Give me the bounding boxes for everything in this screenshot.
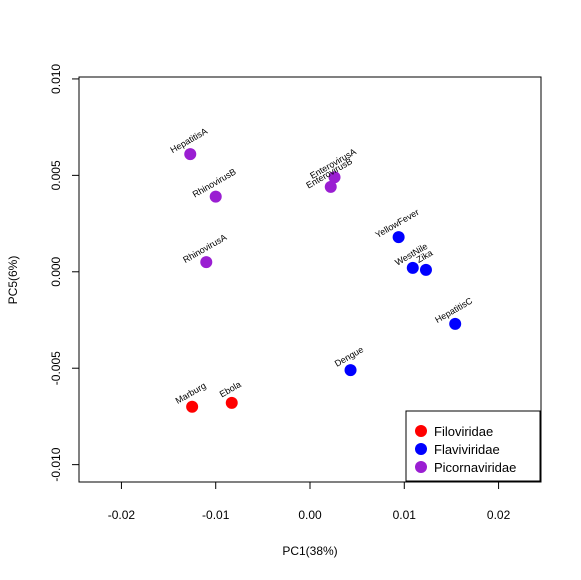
point-rhinovirusa bbox=[200, 256, 213, 269]
legend: Filoviridae Flaviviridae Picornaviridae bbox=[405, 410, 541, 482]
x-tick-label: -0.01 bbox=[202, 508, 230, 522]
point-westnile bbox=[406, 261, 419, 274]
point-zika bbox=[419, 263, 432, 276]
legend-label: Flaviviridae bbox=[434, 442, 500, 457]
x-tick-label: 0.00 bbox=[298, 508, 322, 522]
y-tick-label: 0.010 bbox=[49, 64, 63, 94]
x-tick-label: 0.02 bbox=[487, 508, 511, 522]
point-rhinovirusb bbox=[209, 190, 222, 203]
point-marburg bbox=[186, 400, 199, 413]
legend-label: Filoviridae bbox=[434, 424, 493, 439]
point-hepatitisc bbox=[449, 317, 462, 330]
point-enterovirusb bbox=[324, 180, 337, 193]
point-label: Ebola bbox=[218, 379, 243, 399]
point-enterovirusa bbox=[328, 171, 341, 184]
y-tick-label: 0.000 bbox=[49, 256, 63, 286]
point-yellowfever bbox=[392, 231, 405, 244]
y-axis-label: PC5(6%) bbox=[6, 256, 20, 305]
legend-label: Picornaviridae bbox=[434, 460, 516, 475]
x-tick-label: -0.02 bbox=[108, 508, 136, 522]
x-axis: -0.02 -0.01 0.00 0.01 0.02 bbox=[108, 481, 511, 522]
legend-box bbox=[405, 410, 541, 482]
data-points bbox=[184, 148, 462, 413]
y-tick-label: 0.005 bbox=[49, 160, 63, 190]
point-hepatitisa bbox=[184, 148, 197, 161]
y-axis: -0.010 -0.005 0.000 0.005 0.010 bbox=[49, 64, 80, 482]
point-ebola bbox=[225, 396, 238, 409]
point-dengue bbox=[344, 364, 357, 377]
x-axis-label: PC1(38%) bbox=[282, 544, 337, 558]
x-tick-label: 0.01 bbox=[393, 508, 417, 522]
y-tick-label: -0.005 bbox=[49, 351, 63, 385]
legend-marker bbox=[415, 425, 427, 437]
legend-marker bbox=[415, 461, 427, 473]
y-tick-label: -0.010 bbox=[49, 447, 63, 481]
legend-marker bbox=[415, 443, 427, 455]
